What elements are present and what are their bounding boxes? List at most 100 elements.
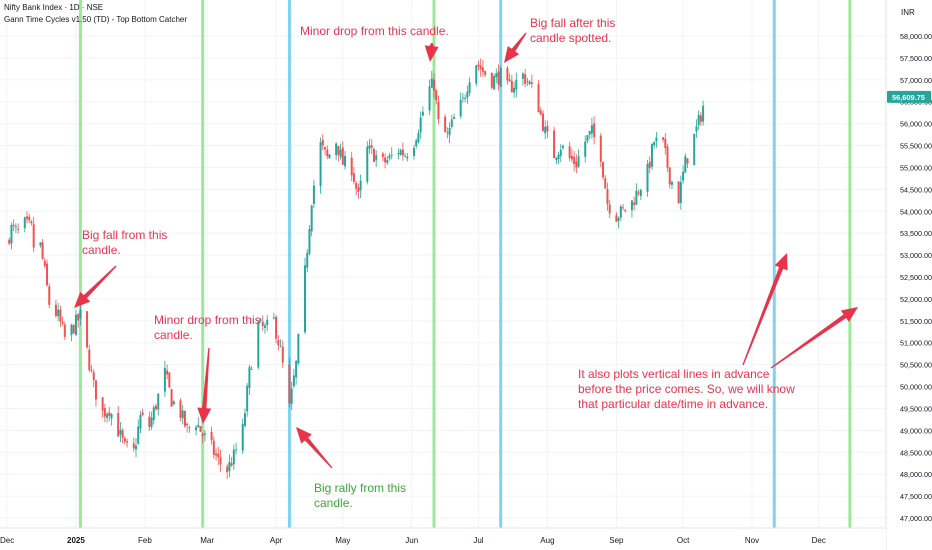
candle	[559, 144, 562, 163]
candle	[677, 180, 680, 204]
candle	[26, 211, 29, 224]
candle	[619, 205, 622, 221]
candle	[521, 72, 524, 86]
candle	[88, 344, 91, 373]
candle	[279, 339, 282, 348]
candle	[468, 77, 471, 97]
candle-body	[357, 187, 360, 192]
candle	[57, 302, 60, 322]
candle	[453, 113, 456, 120]
candle	[179, 398, 182, 422]
price-tick-label: 58,000.00	[900, 32, 932, 41]
candle-body	[324, 147, 327, 150]
candle-body	[570, 155, 573, 160]
time-tick-label: May	[335, 536, 350, 545]
candle-body	[61, 322, 64, 324]
candle-body	[295, 360, 298, 378]
candle	[290, 381, 293, 411]
price-tick-label: 55,000.00	[900, 163, 932, 172]
indicator-label[interactable]: Gann Time Cycles v1.50 (TD) - Top Bottom…	[4, 15, 188, 24]
candle	[195, 424, 198, 436]
candle-body	[668, 167, 671, 185]
candle-body	[684, 156, 687, 173]
candle-body	[326, 149, 329, 157]
candle	[495, 68, 498, 83]
candle	[121, 428, 124, 444]
candle-body	[515, 79, 518, 90]
candle-body	[292, 375, 295, 387]
candle-body	[541, 113, 544, 131]
candle-body	[108, 412, 111, 416]
candle-body	[370, 145, 373, 148]
candle-body	[479, 65, 482, 70]
candle-body	[406, 156, 409, 159]
candle	[544, 119, 547, 140]
candle-body	[655, 137, 658, 142]
candle-body	[297, 334, 300, 364]
price-tick-label: 53,000.00	[900, 251, 932, 260]
candle-body	[670, 181, 673, 185]
candle-body	[528, 81, 531, 84]
candle-body	[421, 111, 424, 116]
candle-body	[521, 73, 524, 79]
candle	[210, 426, 213, 445]
candle-body	[106, 413, 109, 419]
candle-body	[304, 265, 307, 333]
time-tick-label: Apr	[270, 536, 283, 545]
currency-label: INR	[901, 8, 915, 17]
candle-body	[539, 110, 542, 115]
candle-body	[63, 324, 66, 337]
candle-body	[248, 367, 251, 388]
candle	[272, 312, 275, 320]
price-tick-label: 51,500.00	[900, 317, 932, 326]
candle	[662, 137, 665, 143]
candle	[497, 64, 500, 91]
candle	[312, 179, 315, 208]
time-axis[interactable]: Dec 2025 Feb Mar Apr May Jun Jul Aug Sep Oct Nov Dec	[0, 527, 886, 550]
candle	[243, 408, 246, 428]
candle	[530, 74, 533, 89]
price-axis[interactable]: INR 47,000.00 47,500.00 48,000.00 48,500.00 4…	[885, 0, 932, 550]
candle-body	[615, 215, 618, 222]
candle	[186, 422, 189, 433]
candle	[513, 81, 516, 98]
candle-body	[188, 427, 191, 429]
candle	[553, 126, 556, 159]
candle-body	[428, 86, 431, 111]
candle-body	[228, 461, 231, 471]
price-tick-label: 47,500.00	[900, 492, 932, 501]
annotation-arrow	[770, 307, 858, 369]
candle-body	[241, 424, 244, 451]
candle-body	[266, 319, 269, 326]
candle	[123, 436, 126, 445]
time-tick-label: Dec	[812, 536, 826, 545]
candle-body	[366, 146, 369, 182]
candle	[555, 157, 558, 165]
candle	[241, 418, 244, 455]
candle	[32, 216, 35, 252]
candle	[464, 94, 467, 103]
candle-body	[14, 226, 17, 228]
candle	[172, 399, 175, 406]
candle-body	[59, 309, 62, 322]
candle-body	[337, 145, 340, 155]
price-tick-label: 57,000.00	[900, 76, 932, 85]
candle	[324, 146, 327, 155]
candle-body	[235, 449, 238, 451]
candle-body	[46, 263, 49, 286]
candle	[117, 405, 120, 437]
price-tick-label: 55,500.00	[900, 142, 932, 151]
candle-body	[172, 401, 175, 405]
candle	[506, 65, 509, 85]
candle	[39, 242, 42, 248]
candle	[608, 200, 611, 219]
candle-body	[132, 443, 135, 449]
candle	[108, 406, 111, 422]
candle-body	[179, 400, 182, 418]
candle	[561, 144, 564, 151]
candle-body	[495, 73, 498, 77]
candle-body	[404, 156, 407, 157]
candle-body	[499, 67, 502, 87]
candle	[110, 413, 113, 426]
